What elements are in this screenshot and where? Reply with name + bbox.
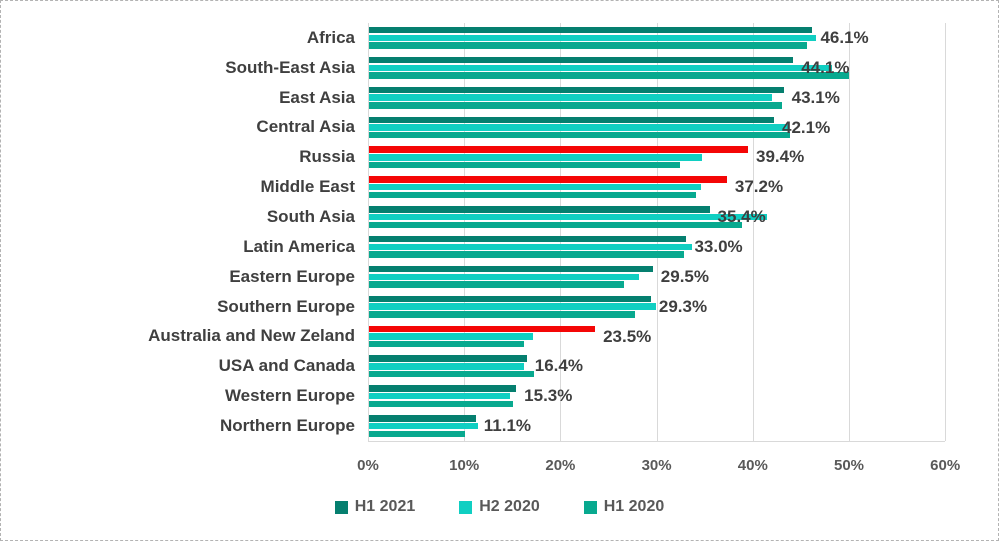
gridline-40% (752, 23, 754, 441)
data-label-australia-and-new-zeland: 23.5% (603, 326, 652, 346)
data-label-latin-america: 33.0% (694, 236, 743, 256)
data-label-south-east-asia: 44.1% (801, 57, 850, 77)
data-label-central-asia: 42.1% (782, 117, 831, 137)
bar-h2-2020-eastern-europe (369, 273, 640, 281)
category-label-usa-and-canada: USA and Canada (218, 356, 355, 376)
bar-h1-2020-western-europe (369, 400, 514, 408)
bar-h1-2021-eastern-europe (369, 265, 653, 273)
legend-item-h2-2020: H2 2020 (459, 498, 540, 516)
gridline-50% (849, 23, 850, 441)
bar-h1-2020-northern-europe (369, 430, 466, 438)
bar-h1-2020-latin-america (369, 251, 684, 258)
bar-h2-2020-africa (369, 34, 817, 42)
bar-h1-2021-middle-east (369, 176, 727, 183)
gridline-0% (368, 23, 369, 441)
bar-h1-2020-usa-and-canada (369, 370, 534, 378)
category-label-south-east-asia: South-East Asia (225, 57, 355, 77)
data-label-east-asia: 43.1% (791, 87, 840, 107)
gridline-10% (464, 23, 466, 441)
legend-swatch-icon (583, 500, 597, 514)
bar-h1-2020-south-asia (369, 221, 743, 229)
bar-h2-2020-central-asia (369, 124, 790, 131)
bar-h2-2020-south-east-asia (369, 64, 832, 72)
x-axis-tick-label-20: 20% (545, 457, 576, 474)
x-axis-tick-label-0: 0% (357, 457, 379, 474)
bar-h2-2020-latin-america (369, 243, 693, 251)
category-label-south-asia: South Asia (266, 207, 355, 227)
x-axis-tick-label-40: 40% (737, 457, 768, 474)
legend-label: H2 2020 (479, 498, 540, 515)
data-label-northern-europe: 11.1% (483, 416, 532, 436)
bar-h2-2020-western-europe (369, 392, 511, 400)
data-label-western-europe: 15.3% (524, 386, 573, 406)
data-label-africa: 46.1% (820, 27, 869, 47)
category-label-australia-and-new-zeland: Australia and New Zeland (148, 326, 355, 346)
bar-h1-2020-russia (369, 161, 680, 169)
bar-h2-2020-south-asia (369, 213, 768, 221)
bar-h1-2021-usa-and-canada (369, 355, 527, 362)
category-label-central-asia: Central Asia (256, 117, 355, 137)
bar-h1-2020-southern-europe (369, 311, 636, 318)
legend: H1 2021 H2 2020 H1 2020 (1, 498, 998, 516)
gridline-30% (656, 23, 658, 441)
category-label-western-europe: Western Europe (224, 386, 355, 406)
data-label-eastern-europe: 29.5% (660, 266, 709, 286)
legend-item-h1-2020: H1 2020 (583, 498, 665, 516)
bar-h2-2020-middle-east (369, 183, 701, 191)
x-axis-tick-label-50: 50% (833, 457, 865, 474)
data-label-middle-east: 37.2% (734, 177, 784, 197)
bar-h1-2020-eastern-europe (369, 281, 624, 288)
category-label-eastern-europe: Eastern Europe (229, 266, 355, 286)
gridline-20% (560, 23, 562, 441)
bar-h2-2020-usa-and-canada (369, 363, 524, 370)
x-axis-tick-label-10: 10% (449, 457, 480, 474)
bar-h1-2021-southern-europe (369, 295, 651, 303)
bar-h1-2021-central-asia (369, 116, 774, 124)
data-label-usa-and-canada: 16.4% (534, 356, 583, 376)
data-label-russia: 39.4% (756, 147, 805, 167)
bar-h1-2020-australia-and-new-zeland (369, 340, 524, 348)
category-label-southern-europe: Southern Europe (217, 296, 355, 316)
data-label-south-asia: 35.4% (717, 207, 766, 227)
legend-swatch-icon (459, 500, 473, 514)
bar-h1-2021-australia-and-new-zeland (369, 325, 596, 333)
legend-item-h1-2021: H1 2021 (334, 498, 416, 516)
data-label-southern-europe: 29.3% (658, 296, 708, 316)
bar-h1-2021-latin-america (369, 235, 687, 243)
bar-h1-2020-south-east-asia (369, 72, 850, 79)
bar-h1-2021-western-europe (369, 385, 517, 392)
category-label-russia: Russia (299, 147, 355, 167)
legend-swatch-icon (334, 500, 348, 514)
bar-h1-2020-africa (369, 42, 807, 49)
category-axis-line (368, 441, 946, 442)
bar-h1-2021-east-asia (369, 86, 784, 94)
bar-h1-2021-northern-europe (369, 415, 476, 422)
x-axis-tick-label-30: 30% (641, 457, 672, 474)
bar-h2-2020-australia-and-new-zeland (369, 333, 533, 340)
category-label-latin-america: Latin America (243, 236, 355, 256)
bar-h1-2020-east-asia (369, 102, 782, 109)
bar-h1-2021-africa (369, 26, 813, 34)
bar-h2-2020-southern-europe (369, 303, 656, 310)
category-label-northern-europe: Northern Europe (219, 416, 355, 436)
category-label-africa: Africa (306, 27, 355, 47)
x-axis-tick-label-60: 60% (930, 457, 961, 474)
category-label-middle-east: Middle East (260, 177, 355, 197)
bar-h2-2020-east-asia (369, 94, 773, 101)
category-label-east-asia: East Asia (279, 87, 355, 107)
bar-h2-2020-northern-europe (369, 422, 478, 430)
legend-label: H1 2021 (354, 498, 416, 515)
bar-h1-2021-south-east-asia (369, 56, 794, 64)
bar-h1-2020-central-asia (369, 131, 791, 139)
legend-label: H1 2020 (603, 498, 665, 515)
bar-h1-2021-south-asia (369, 206, 710, 213)
bar-h1-2021-russia (369, 146, 749, 153)
bar-h2-2020-russia (369, 154, 702, 161)
bar-h1-2020-middle-east (369, 191, 697, 199)
gridline-60% (945, 23, 947, 441)
